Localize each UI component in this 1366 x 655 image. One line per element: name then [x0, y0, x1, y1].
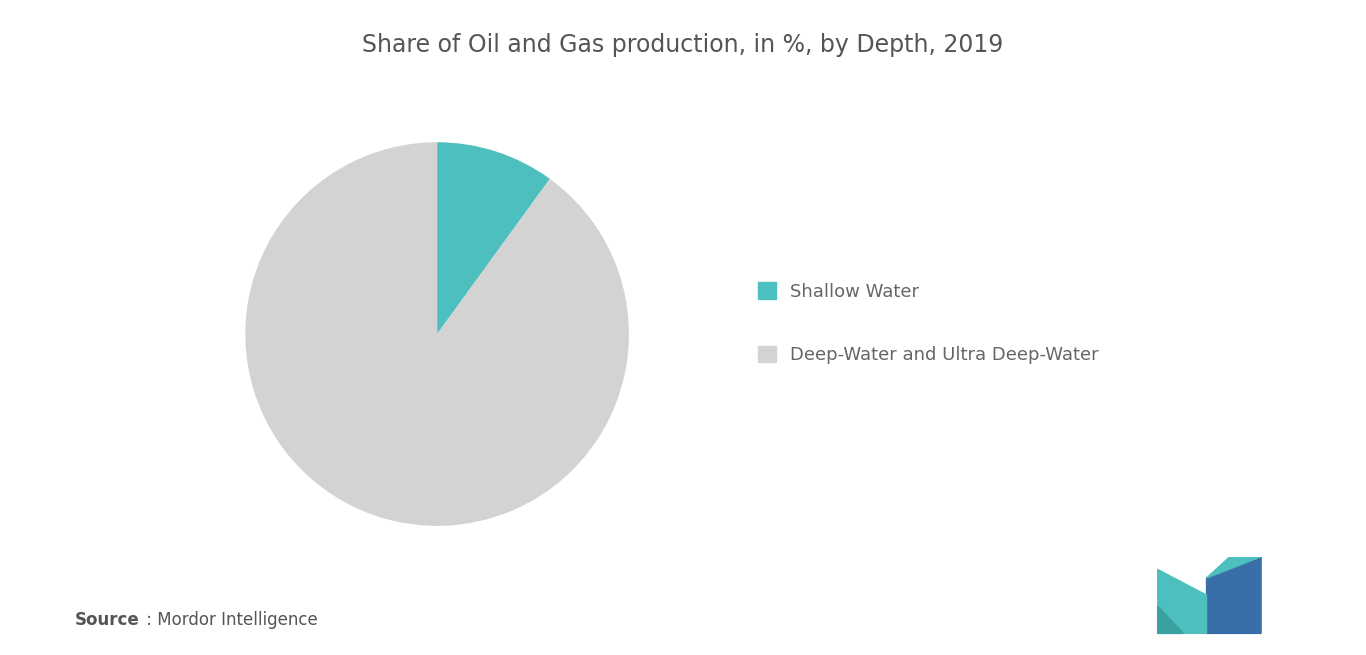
Polygon shape: [1158, 606, 1183, 633]
Wedge shape: [246, 142, 628, 526]
Text: Share of Oil and Gas production, in %, by Depth, 2019: Share of Oil and Gas production, in %, b…: [362, 33, 1004, 57]
Polygon shape: [1206, 557, 1261, 633]
Wedge shape: [437, 142, 550, 334]
Text: : Mordor Intelligence: : Mordor Intelligence: [141, 611, 317, 629]
Text: Source: Source: [75, 611, 139, 629]
Polygon shape: [1206, 557, 1261, 578]
Legend: Shallow Water, Deep-Water and Ultra Deep-Water: Shallow Water, Deep-Water and Ultra Deep…: [758, 282, 1098, 364]
Polygon shape: [1158, 570, 1206, 633]
